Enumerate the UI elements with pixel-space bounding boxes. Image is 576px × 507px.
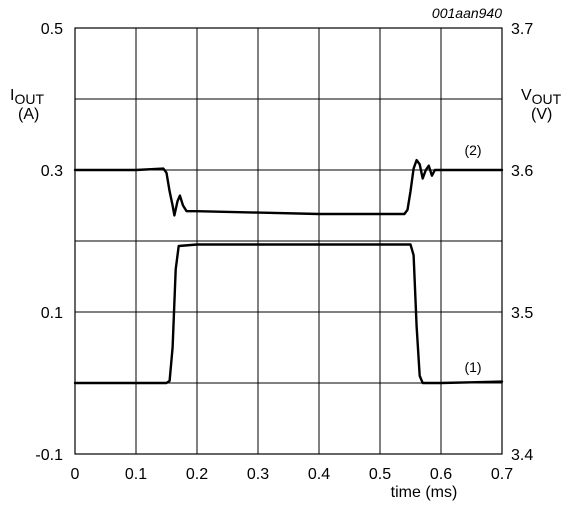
- x-tick-label: 0: [71, 466, 80, 483]
- x-axis-label: time (ms): [391, 484, 458, 501]
- right-axis-label-main: V: [521, 87, 532, 104]
- grid: [75, 28, 502, 454]
- x-tick-label: 0.4: [308, 466, 330, 483]
- left-axis-title: IOUT (A): [10, 87, 44, 123]
- series-label-2: (2): [464, 142, 481, 158]
- x-tick-label: 0.3: [247, 466, 269, 483]
- x-axis-ticks: 0 0.1 0.2 0.3 0.4 0.5 0.6 0.7: [71, 466, 514, 483]
- left-tick-label: 0.3: [41, 163, 63, 180]
- right-tick-label: 3.5: [511, 305, 533, 322]
- figure-reference: 001aan940: [432, 5, 502, 21]
- series-label-1: (1): [464, 359, 481, 375]
- x-tick-label: 0.1: [125, 466, 147, 483]
- x-tick-label: 0.6: [430, 466, 452, 483]
- x-tick-label: 0.5: [369, 466, 391, 483]
- series-line-1: [75, 245, 502, 384]
- left-axis-label-sub: OUT: [14, 91, 44, 107]
- right-tick-label: 3.7: [511, 21, 533, 38]
- left-tick-label: 0.1: [41, 305, 63, 322]
- x-tick-label: 0.2: [186, 466, 208, 483]
- svg-text:VOUT: VOUT: [521, 87, 562, 107]
- left-axis-ticks: 0.5 0.3 0.1 -0.1: [35, 21, 63, 464]
- left-axis-unit: (A): [18, 106, 39, 123]
- right-axis-unit: (V): [531, 106, 552, 123]
- right-axis-label-sub: OUT: [532, 91, 562, 107]
- right-axis-title: VOUT (V): [521, 87, 562, 123]
- left-tick-label: -0.1: [35, 447, 63, 464]
- x-tick-label: 0.7: [491, 466, 513, 483]
- right-tick-label: 3.6: [511, 163, 533, 180]
- series-lines: [75, 160, 502, 383]
- left-tick-label: 0.5: [41, 21, 63, 38]
- series-line-2: [75, 160, 502, 215]
- svg-text:IOUT: IOUT: [10, 87, 44, 107]
- right-tick-label: 3.4: [511, 447, 533, 464]
